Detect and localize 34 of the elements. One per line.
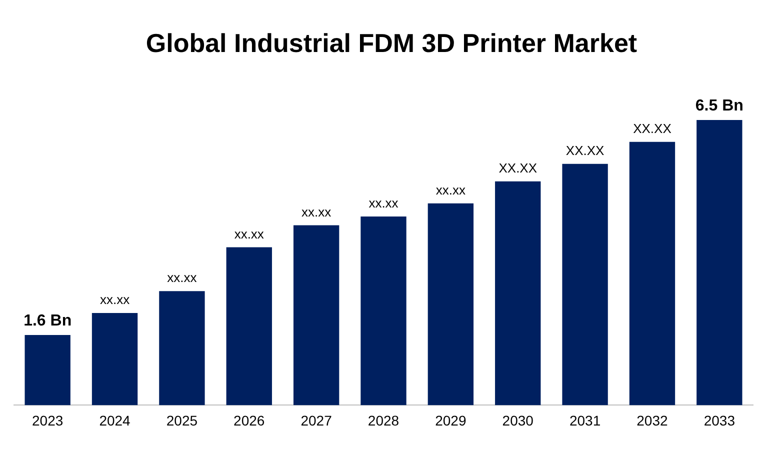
bar [226,247,272,406]
bar [495,181,541,406]
bar [562,164,608,406]
bar [24,334,70,406]
x-tick-label: 2027 [300,412,332,428]
data-label: xx.xx [234,226,264,242]
bar [629,142,676,406]
x-tick-label: 2028 [368,412,400,428]
data-label: xx.xx [167,270,198,286]
chart-title: Global Industrial FDM 3D Printer Market [144,28,638,60]
bar [92,313,138,406]
x-tick-label: 2031 [569,412,601,428]
data-label: xx.xx [100,292,130,308]
x-tick-label: 2032 [636,412,668,428]
data-label: xx.xx [436,182,466,198]
data-label: XX.XX [633,120,672,136]
bar [428,203,474,406]
data-label: xx.xx [302,204,332,220]
bar [360,216,406,406]
data-label: 6.5 Bn [695,97,744,114]
x-tick-label: 2023 [32,412,64,428]
data-label: XX.XX [498,160,538,176]
data-label: xx.xx [368,196,399,211]
data-label: 1.6 Bn [24,312,72,330]
data-label: XX.XX [566,142,605,158]
bar [293,225,340,406]
bar [696,120,742,406]
x-tick-label: 2024 [99,412,131,428]
x-tick-label: 2029 [435,412,466,428]
x-tick-label: 2033 [704,412,736,428]
bar [159,291,205,406]
x-tick-label: 2030 [502,412,534,428]
x-tick-label: 2026 [234,412,265,428]
x-tick-label: 2025 [166,412,198,428]
